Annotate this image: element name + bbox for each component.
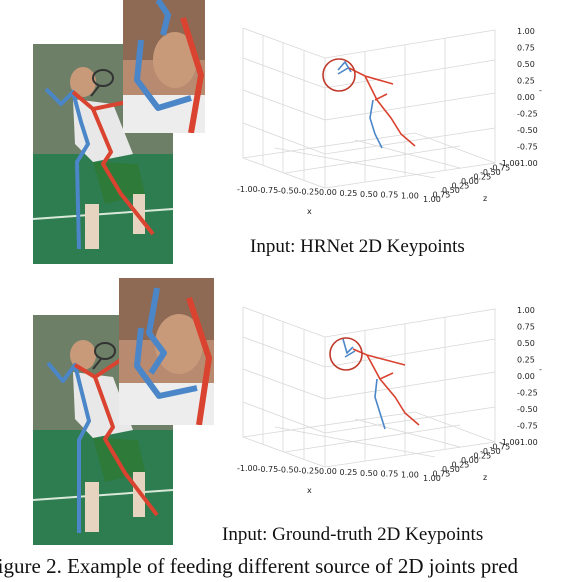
gt-z-tick-label: 0.00: [461, 456, 479, 465]
gt-x-tick-label: -0.25: [299, 466, 320, 475]
gt-z-tick-label: 0.25: [452, 461, 470, 470]
hrnet-z-axis-label: z: [483, 194, 487, 203]
hrnet-x-tick-label: 1.00: [401, 191, 419, 200]
hrnet-y-tick-label: 0.00: [517, 93, 535, 102]
hrnet-z-tick-label: 0.50: [442, 186, 460, 195]
gt-z-tick-label: -0.25: [471, 452, 492, 461]
hrnet-z-tick-label: 1.00: [423, 195, 441, 204]
gt-y-tick-label: -0.25: [517, 389, 538, 398]
hrnet-z-tick-label: 0.75: [433, 191, 451, 200]
hrnet-y-tick-label: 0.50: [517, 60, 535, 69]
gt-x-tick-label: 0.00: [319, 467, 337, 476]
gt-y-axis-label: -: [539, 365, 542, 374]
hrnet-x-tick-label: 0.00: [319, 188, 337, 197]
gt-x-tick-label: -0.50: [278, 466, 299, 475]
gt-y-tick-label: -1.00: [517, 438, 538, 447]
hrnet-x-tick-label: 0.25: [340, 189, 358, 198]
hrnet-z-tick-label: -0.75: [490, 164, 511, 173]
hrnet-y-axis-label: -: [539, 86, 542, 95]
hrnet-x-tick-label: -0.75: [258, 186, 279, 195]
figure-caption: Figure 2. Example of feeding different s…: [0, 554, 519, 578]
gt-y-tick-label: 0.50: [517, 339, 535, 348]
gt-input-label: Input: Ground-truth 2D Keypoints: [222, 524, 484, 545]
hrnet-x-tick-label: -1.00: [237, 185, 258, 194]
hrnet-x-tick-label: 0.50: [360, 190, 378, 199]
gt-y-tick-label: -0.50: [517, 405, 538, 414]
hrnet-z-tick-label: 0.00: [461, 177, 479, 186]
hrnet-x-tick-label: -0.25: [299, 187, 320, 196]
gt-y-tick-label: 0.75: [517, 323, 535, 332]
hrnet-x-tick-label: -0.50: [278, 187, 299, 196]
hrnet-x-tick-label: 0.75: [381, 191, 399, 200]
gt-y-tick-label: 1.00: [517, 306, 535, 315]
hrnet-z-tick-label: -0.25: [471, 173, 492, 182]
gt-z-tick-label: 0.50: [442, 465, 460, 474]
gt-z-tick-label: -1.00: [499, 438, 520, 447]
hrnet-y-tick-label: -0.75: [517, 143, 538, 152]
gt-x-tick-label: 0.50: [360, 469, 378, 478]
gt-z-axis-label: z: [483, 473, 487, 482]
hrnet-y-tick-label: 0.75: [517, 44, 535, 53]
gt-x-tick-label: -1.00: [237, 464, 258, 473]
gt-x-tick-label: 0.25: [340, 468, 358, 477]
hrnet-y-tick-label: -1.00: [517, 159, 538, 168]
gt-y-tick-label: -0.75: [517, 422, 538, 431]
gt-z-tick-label: -0.75: [490, 443, 511, 452]
gt-x-tick-label: 1.00: [401, 470, 419, 479]
hrnet-z-tick-label: -0.50: [480, 168, 501, 177]
hrnet-y-tick-label: 0.25: [517, 77, 535, 86]
hrnet-zoom-photo: [123, 0, 205, 133]
gt-z-tick-label: -0.50: [480, 447, 501, 456]
gt-x-axis-label: x: [307, 486, 312, 495]
hrnet-z-tick-label: -1.00: [499, 159, 520, 168]
gt-3d-pose-plot: 1.00 0.75 0.50 0.25 0.00 -0.25 -0.50 -0.75 -1.00…: [225, 297, 555, 497]
gt-x-tick-label: 0.75: [381, 470, 399, 479]
hrnet-3d-pose-plot: 1.00 0.75 0.50 0.25 0.00 -0.25 -0.50 -0.75 -1.00…: [225, 18, 555, 218]
hrnet-y-tick-label: -0.25: [517, 110, 538, 119]
hrnet-z-tick-label: 0.25: [452, 182, 470, 191]
hrnet-x-axis-label: x: [307, 207, 312, 216]
gt-zoom-photo: [119, 278, 214, 425]
gt-y-tick-label: 0.25: [517, 356, 535, 365]
hrnet-y-tick-label: 1.00: [517, 27, 535, 36]
gt-y-tick-label: 0.00: [517, 372, 535, 381]
gt-x-tick-label: -0.75: [258, 465, 279, 474]
gt-z-tick-label: 1.00: [423, 474, 441, 483]
gt-z-tick-label: 0.75: [433, 470, 451, 479]
hrnet-y-tick-label: -0.50: [517, 126, 538, 135]
hrnet-input-label: Input: HRNet 2D Keypoints: [250, 236, 465, 257]
